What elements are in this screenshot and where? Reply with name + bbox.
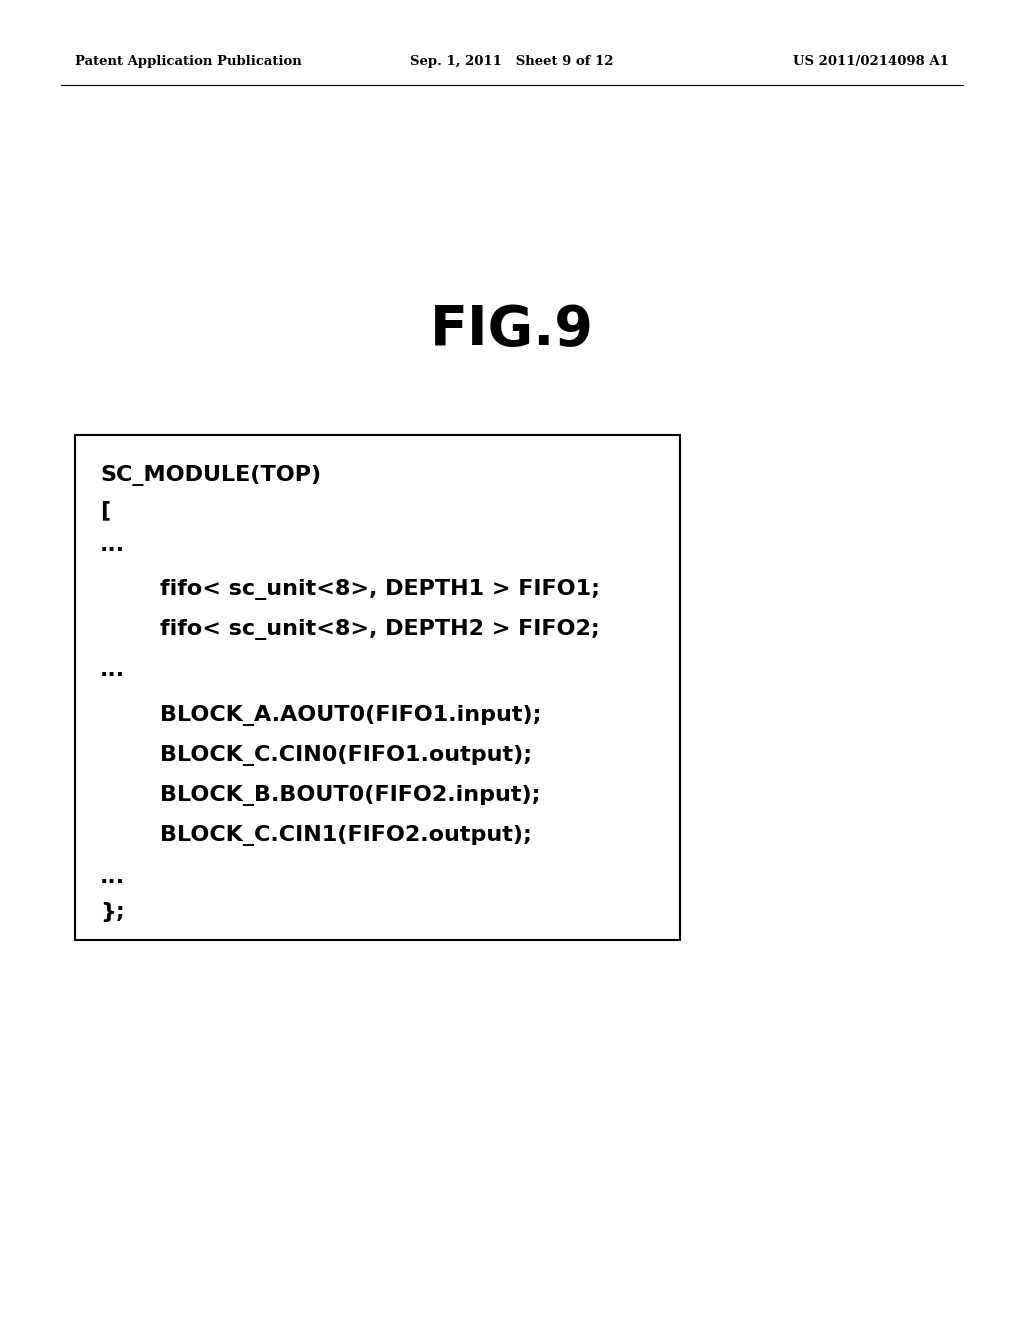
Text: fifo< sc_unit<8>, DEPTH1 > FIFO1;: fifo< sc_unit<8>, DEPTH1 > FIFO1; [160,579,600,601]
Text: };: }; [100,902,125,921]
Text: BLOCK_C.CIN1(FIFO2.output);: BLOCK_C.CIN1(FIFO2.output); [160,825,531,846]
Text: BLOCK_B.BOUT0(FIFO2.input);: BLOCK_B.BOUT0(FIFO2.input); [160,784,541,805]
Text: BLOCK_A.AOUT0(FIFO1.input);: BLOCK_A.AOUT0(FIFO1.input); [160,705,542,726]
Text: Sep. 1, 2011   Sheet 9 of 12: Sep. 1, 2011 Sheet 9 of 12 [411,55,613,69]
Text: BLOCK_C.CIN0(FIFO1.output);: BLOCK_C.CIN0(FIFO1.output); [160,744,532,766]
Text: FIG.9: FIG.9 [430,304,594,356]
Text: SC_MODULE(TOP): SC_MODULE(TOP) [100,465,322,486]
Bar [75,436,680,940]
Text: ...: ... [100,535,125,554]
Text: US 2011/0214098 A1: US 2011/0214098 A1 [794,55,949,69]
Text: ...: ... [100,660,125,680]
Text: [: [ [100,500,111,520]
Text: Patent Application Publication: Patent Application Publication [75,55,302,69]
Text: ...: ... [100,867,125,887]
Text: fifo< sc_unit<8>, DEPTH2 > FIFO2;: fifo< sc_unit<8>, DEPTH2 > FIFO2; [160,619,600,640]
